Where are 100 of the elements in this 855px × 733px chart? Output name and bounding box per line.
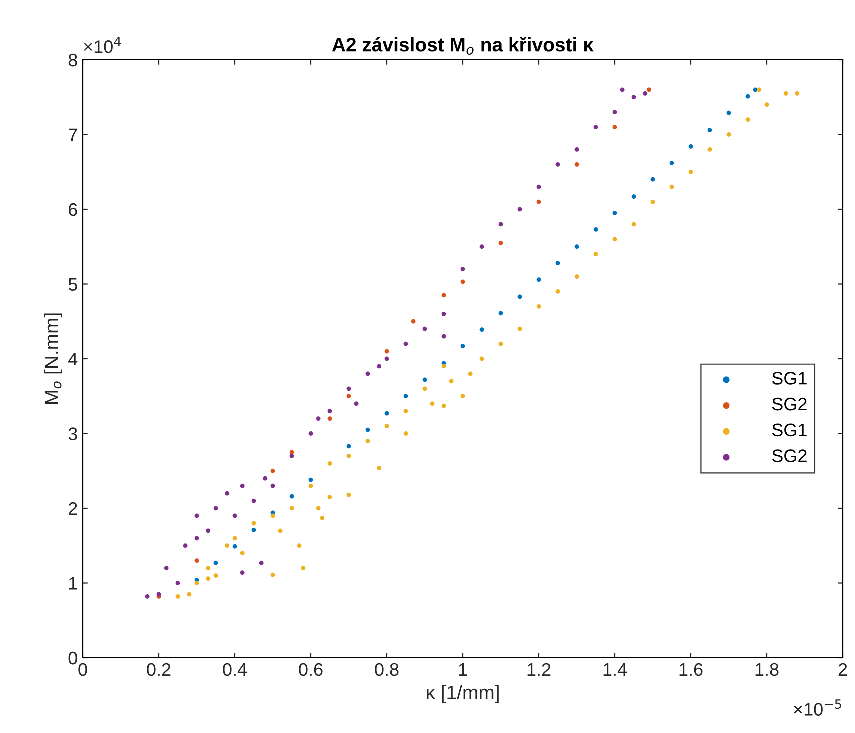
point [518, 326, 522, 332]
point [270, 514, 276, 518]
point [156, 592, 162, 597]
point [726, 132, 732, 137]
point [753, 88, 758, 92]
x-tick-label: 1 [459, 664, 468, 676]
point [240, 570, 245, 575]
point [480, 356, 484, 362]
point [259, 560, 264, 566]
legend-label: SG1 [772, 424, 807, 437]
point [404, 432, 408, 436]
point [384, 424, 390, 428]
point [164, 566, 169, 570]
point [308, 432, 314, 436]
point [574, 244, 580, 250]
point [206, 528, 211, 534]
point [612, 125, 618, 130]
point [688, 144, 694, 149]
point [346, 386, 352, 392]
point [214, 560, 218, 566]
point [377, 466, 382, 470]
x-tick-label: 0 [78, 663, 88, 676]
point [518, 294, 522, 300]
point [556, 290, 560, 294]
x-tick-label: 1.4 [604, 664, 628, 676]
point [214, 506, 218, 511]
point [536, 304, 542, 309]
text: ×10$^{4}$ [84, 37, 122, 54]
point [176, 594, 180, 599]
chart-title: A2 závislost M$_{o}$ na křivosti κ [332, 37, 594, 55]
point [404, 342, 408, 346]
point [746, 118, 750, 122]
point [232, 536, 238, 541]
point [460, 280, 466, 284]
point [620, 88, 625, 92]
point [757, 88, 762, 92]
point [194, 536, 200, 541]
point [346, 394, 352, 399]
x-tick-label: 1.8 [756, 663, 779, 676]
point [308, 484, 314, 488]
point [430, 402, 435, 406]
point [612, 110, 618, 115]
point [449, 379, 454, 384]
point [612, 211, 618, 216]
y-tick-label: 3 [68, 428, 78, 440]
point [612, 237, 618, 242]
y-tick-label: 4 [68, 353, 78, 366]
point [594, 252, 598, 257]
point [232, 514, 238, 518]
point [784, 91, 788, 96]
point [176, 581, 180, 586]
point [574, 162, 580, 167]
y-axis-title: M$_{o}$ [N.mm] [44, 314, 62, 404]
point [670, 160, 674, 166]
point [726, 110, 732, 116]
point [670, 184, 674, 190]
point [632, 222, 636, 227]
point [422, 326, 428, 332]
point [252, 528, 256, 532]
y-tick-label: 7 [69, 128, 78, 142]
x-tick-label: 2 [838, 663, 848, 676]
point [290, 506, 294, 511]
point [556, 261, 560, 266]
point [384, 349, 390, 354]
point [301, 566, 306, 570]
x-tick-label: 0.2 [147, 663, 171, 676]
point [498, 222, 504, 227]
point [746, 94, 750, 99]
point [263, 476, 268, 481]
point [320, 516, 325, 520]
point [422, 378, 428, 382]
point [346, 444, 352, 449]
point [328, 495, 332, 500]
point [145, 594, 150, 599]
point [278, 528, 283, 534]
point [404, 409, 408, 414]
point [225, 544, 230, 548]
point [270, 484, 276, 488]
point [688, 170, 694, 174]
point [308, 478, 314, 482]
y-tick-label: 1 [69, 577, 78, 590]
point [214, 574, 218, 578]
x-tick-label: 1.6 [680, 663, 703, 676]
point [206, 566, 211, 570]
point [377, 364, 382, 369]
point [240, 551, 245, 556]
point [460, 267, 466, 272]
x-tick-label: 0.8 [375, 663, 399, 676]
point [536, 200, 542, 204]
point [647, 88, 652, 92]
legend-label: SG2 [772, 398, 807, 411]
point [632, 95, 636, 100]
point [346, 492, 352, 498]
point [536, 278, 542, 282]
point [328, 416, 332, 421]
point [252, 521, 256, 526]
point [708, 148, 712, 152]
point [194, 514, 200, 518]
point [643, 91, 648, 96]
point [442, 312, 446, 316]
